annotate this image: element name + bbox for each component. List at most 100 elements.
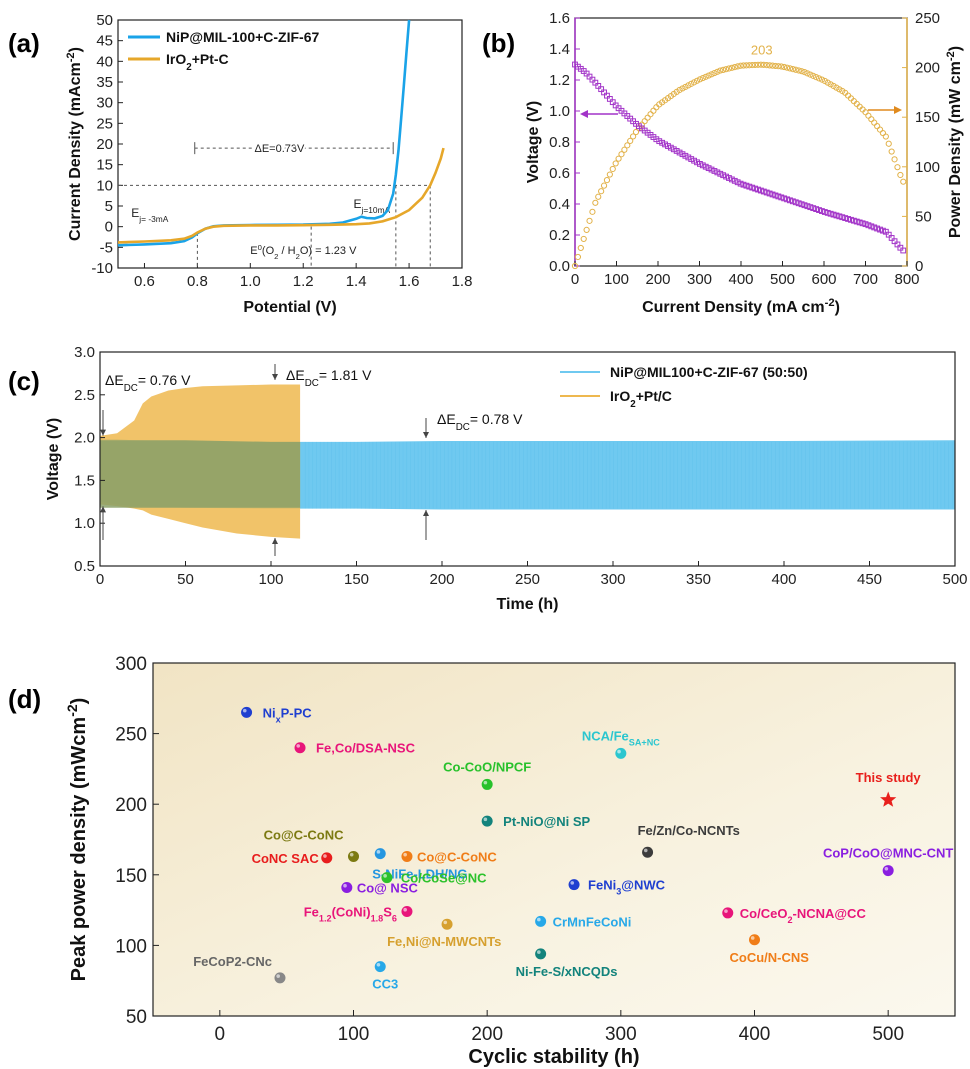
power-marker: [743, 62, 750, 69]
voltage-marker: [885, 231, 892, 238]
voltage-marker: [798, 201, 805, 208]
point-label: CoP/CoO@MNC-CNT: [823, 846, 953, 861]
voltage-marker: [586, 73, 593, 80]
voltage-marker: [667, 144, 674, 151]
data-point-highlight: [750, 936, 755, 940]
power-marker: [627, 137, 634, 144]
voltage-marker: [737, 180, 744, 187]
data-point: [568, 879, 580, 891]
data-point-highlight: [643, 848, 648, 853]
y-tick-label: 25: [96, 115, 113, 132]
power-marker: [900, 178, 907, 185]
voltage-marker: [688, 156, 695, 162]
y-tick-label: 15: [96, 157, 113, 174]
y-tick-label: 2.0: [74, 430, 95, 447]
voltage-marker: [691, 157, 698, 164]
data-point-highlight: [724, 909, 728, 913]
y-tick-label: -10: [91, 260, 113, 277]
point-label: Ni-Fe-S/xNCQDs: [516, 964, 618, 979]
y-tick-label: 3.0: [74, 344, 95, 361]
indicator-arrowhead: [272, 374, 278, 380]
voltage-marker: [676, 149, 683, 156]
data-point: [749, 934, 760, 946]
power-marker: [813, 74, 820, 81]
voltage-marker: [682, 152, 689, 159]
power-marker: [717, 67, 724, 74]
voltage-marker: [868, 223, 875, 230]
power-marker: [737, 62, 744, 69]
voltage-marker: [598, 86, 605, 93]
voltage-marker: [595, 82, 602, 89]
data-point-highlight: [537, 917, 541, 922]
x-tick-label: 400: [771, 571, 796, 588]
power-marker: [882, 133, 889, 140]
y-tick-label-right: 100: [915, 159, 940, 176]
y-tick-label: 200: [115, 795, 147, 816]
legend-label: IrO2+Pt-C: [166, 51, 229, 73]
power-marker: [769, 62, 776, 69]
y-tick-label: 2.5: [74, 387, 95, 404]
voltage-marker: [772, 192, 779, 199]
voltage-marker: [880, 227, 886, 234]
legend-label: NiP@MIL100+C-ZIF-67 (50:50): [610, 364, 808, 380]
x-tick-label: 400: [739, 1024, 771, 1045]
voltage-marker: [679, 151, 686, 158]
x-tick-label: 800: [894, 271, 919, 288]
x-tick-label: 0.8: [187, 273, 208, 290]
x-tick-label: 300: [605, 1024, 637, 1045]
x-tick-label: 300: [600, 571, 625, 588]
data-point-highlight: [537, 950, 541, 954]
x-axis-title: Cyclic stability (h): [468, 1046, 639, 1068]
power-marker: [702, 73, 709, 80]
data-point: [481, 778, 493, 790]
power-marker: [772, 62, 779, 70]
voltage-marker: [694, 159, 700, 166]
voltage-marker: [795, 200, 802, 207]
power-marker: [728, 64, 735, 71]
voltage-marker: [659, 139, 666, 146]
y-axis-title: Peak power density (mWcm-2): [64, 698, 90, 982]
power-marker: [804, 70, 811, 77]
y-tick-label-left: 1.6: [549, 10, 570, 27]
y-tick-label: 1.5: [74, 472, 95, 489]
x-tick-label: 700: [853, 271, 878, 288]
data-point: [348, 850, 359, 862]
voltage-marker: [848, 216, 854, 223]
panel-label: (a): [8, 28, 40, 58]
voltage-marker: [583, 70, 590, 77]
this-study-star: [880, 791, 897, 807]
point-label: S-NiFe-LDH/NG: [372, 867, 467, 882]
power-marker: [865, 112, 872, 119]
voltage-marker: [769, 191, 776, 198]
power-marker: [731, 64, 738, 71]
power-marker: [644, 114, 651, 121]
data-point: [642, 846, 654, 858]
voltage-marker: [752, 185, 759, 192]
x-tick-label: 500: [942, 571, 967, 588]
e0-label: E0(O2 / H2O) = 1.23 V: [250, 242, 357, 260]
y-tick-label-right: 250: [915, 10, 940, 27]
voltage-marker: [824, 209, 831, 216]
power-marker: [789, 65, 796, 73]
voltage-marker: [853, 218, 860, 225]
voltage-marker: [702, 163, 709, 170]
power-marker: [577, 244, 584, 252]
voltage-marker: [604, 92, 610, 99]
power-marker: [598, 188, 605, 195]
power-marker: [801, 69, 808, 76]
power-marker: [632, 128, 640, 136]
voltage-marker: [705, 165, 712, 172]
x-tick-label: 350: [686, 571, 711, 588]
voltage-marker: [711, 168, 718, 174]
power-marker: [618, 151, 625, 158]
voltage-marker: [845, 216, 851, 222]
power-marker: [615, 155, 622, 162]
delta-edc-label: ΔEDC= 0.76 V: [105, 372, 191, 394]
y-tick-label: 0: [105, 219, 113, 236]
point-label: Fe,Ni@N-MWCNTs: [387, 934, 501, 949]
voltage-marker: [894, 241, 901, 248]
point-label: NCA/FeSA+NC: [582, 728, 660, 747]
power-marker: [693, 77, 701, 84]
y-tick-label-left: 1.0: [549, 103, 570, 120]
point-label: Co-CoO/NPCF: [443, 759, 531, 774]
